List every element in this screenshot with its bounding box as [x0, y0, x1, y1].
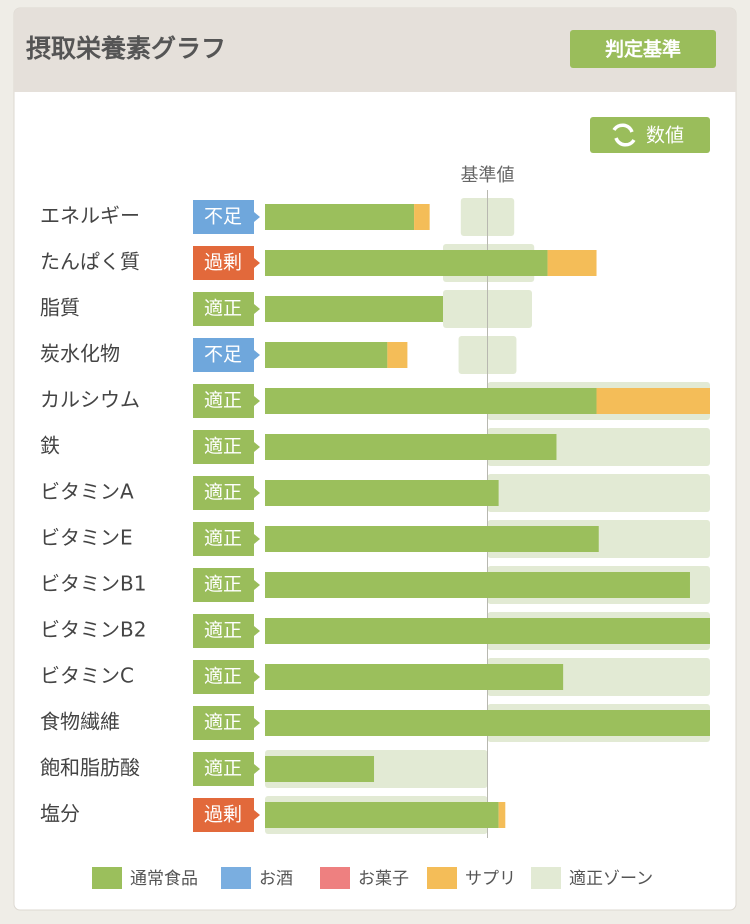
bar-segment — [596, 388, 710, 414]
category-label: ビタミンB2 — [40, 618, 146, 642]
bar-segment — [265, 572, 690, 598]
category-label: ビタミンC — [40, 664, 134, 688]
legend-label: 適正ゾーン — [569, 869, 653, 889]
refresh-icon — [612, 123, 636, 147]
criteria-button-label[interactable]: 判定基準 — [605, 38, 681, 61]
title: 摂取栄養素グラフ — [26, 34, 226, 63]
status-label: 適正 — [204, 620, 242, 642]
category-label: カルシウム — [40, 388, 140, 412]
status-badge — [193, 476, 260, 510]
status-label: 適正 — [204, 528, 242, 550]
bar-segment — [265, 618, 710, 644]
bar-segment — [265, 434, 557, 460]
bar-segment — [265, 250, 548, 276]
status-label: 適正 — [204, 436, 242, 458]
bar-segment — [265, 526, 599, 552]
status-label: 適正 — [204, 712, 242, 734]
legend-label: お酒 — [259, 869, 293, 889]
legend-swatch — [320, 867, 350, 889]
bar-segment — [265, 342, 388, 368]
bar-segment — [265, 756, 375, 782]
bar-segment — [265, 388, 597, 414]
status-badge — [193, 614, 260, 648]
status-label: 適正 — [204, 298, 242, 320]
legend-swatch — [92, 867, 122, 889]
status-badge — [193, 568, 260, 602]
category-label: 脂質 — [40, 296, 80, 320]
status-badge — [193, 752, 260, 786]
bar-segment — [265, 664, 564, 690]
status-badge — [193, 430, 260, 464]
category-label: エネルギー — [40, 204, 140, 228]
category-label: ビタミンA — [40, 480, 134, 504]
category-label: ビタミンE — [40, 526, 133, 550]
legend-swatch — [221, 867, 251, 889]
bar-segment — [414, 204, 430, 230]
card-header — [14, 8, 736, 92]
category-label: 炭水化物 — [40, 342, 120, 366]
status-badge — [193, 798, 260, 832]
status-badge — [193, 338, 260, 372]
bar-segment — [547, 250, 597, 276]
status-badge — [193, 660, 260, 694]
status-badge — [193, 706, 260, 740]
category-label: 塩分 — [40, 802, 80, 826]
status-badge — [193, 246, 260, 280]
status-label: 適正 — [204, 758, 242, 780]
bar-segment — [265, 480, 499, 506]
bar-segment — [387, 342, 408, 368]
category-label: たんぱく質 — [40, 250, 140, 274]
status-badge — [193, 292, 260, 326]
status-label: 適正 — [204, 574, 242, 596]
status-label: 適正 — [204, 390, 242, 412]
legend-swatch — [531, 867, 561, 889]
bar-segment — [498, 802, 506, 828]
status-badge — [193, 384, 260, 418]
ideal-zone — [487, 474, 710, 512]
status-label: 過剰 — [204, 804, 242, 826]
category-label: 鉄 — [40, 434, 60, 458]
status-badge — [193, 522, 260, 556]
legend-label: 通常食品 — [130, 869, 198, 889]
category-label: ビタミンB1 — [40, 572, 146, 596]
status-label: 適正 — [204, 666, 242, 688]
status-label: 不足 — [204, 206, 242, 228]
reference-label: 基準値 — [461, 165, 515, 186]
legend-swatch — [427, 867, 457, 889]
category-label: 飽和脂肪酸 — [40, 756, 140, 780]
legend-label: サプリ — [465, 869, 516, 889]
bar-segment — [265, 802, 499, 828]
toggle-button-label[interactable]: 数値 — [646, 125, 684, 147]
bar-segment — [265, 296, 443, 322]
status-label: 適正 — [204, 482, 242, 504]
bar-segment — [265, 204, 415, 230]
category-label: 食物繊維 — [40, 710, 120, 734]
status-label: 不足 — [204, 344, 242, 366]
status-label: 過剰 — [204, 252, 242, 274]
status-badge — [193, 200, 260, 234]
bar-segment — [265, 710, 710, 736]
criteria-button[interactable] — [570, 30, 716, 68]
legend-label: お菓子 — [358, 869, 409, 889]
